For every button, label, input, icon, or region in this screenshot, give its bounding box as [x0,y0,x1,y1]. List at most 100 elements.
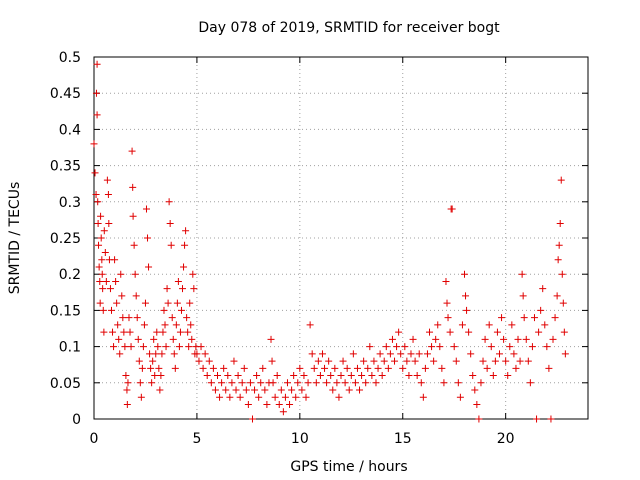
data-point [228,379,236,387]
data-point [481,335,489,343]
data-point [226,393,234,401]
data-point [411,357,419,365]
data-point [428,343,436,351]
data-point [547,415,555,423]
data-point [471,386,479,394]
data-point [94,220,102,228]
data-point [443,299,451,307]
data-point [485,321,493,329]
data-point [168,314,176,322]
data-point [432,335,440,343]
data-point [506,343,514,351]
data-point [134,335,142,343]
data-point [370,357,378,365]
data-point [180,263,188,271]
data-point [93,60,101,68]
data-point [401,343,409,351]
data-point [483,364,491,372]
data-point [314,357,322,365]
data-point [230,357,238,365]
data-point [378,372,386,380]
data-point [277,386,285,394]
data-point [253,372,261,380]
data-point [114,321,122,329]
data-point [135,357,143,365]
data-point [347,372,355,380]
data-point [271,393,279,401]
data-point [292,393,300,401]
data-point [345,386,353,394]
data-point [372,379,380,387]
data-point [105,220,113,228]
data-point [516,357,524,365]
data-point [438,364,446,372]
data-point [123,386,131,394]
data-point [184,328,192,336]
data-point [535,328,543,336]
data-point [554,256,562,264]
data-point [281,393,289,401]
data-point [209,364,217,372]
data-point [167,241,175,249]
data-point [498,314,506,322]
data-point [528,343,536,351]
data-point [218,379,226,387]
data-point [107,306,115,314]
data-point [128,147,136,155]
data-point [149,357,157,365]
data-point [473,401,481,409]
data-point [337,372,345,380]
data-point [561,350,569,358]
data-point [524,357,532,365]
data-point [522,335,530,343]
data-point [203,372,211,380]
data-point [136,379,144,387]
data-point [120,328,128,336]
data-point [556,220,564,228]
data-point [153,328,161,336]
data-point [360,357,368,365]
data-point [106,285,114,293]
data-point [150,335,158,343]
data-point [124,379,132,387]
data-point [151,372,159,380]
data-point [129,212,137,220]
data-point [201,350,209,358]
data-point [197,343,205,351]
data-point [126,328,134,336]
y-tick-label: 0.4 [59,122,81,138]
data-point [279,408,287,416]
data-point [286,401,294,409]
chart-title: Day 078 of 2019, SRMTID for receiver bog… [198,20,500,36]
data-point [224,372,232,380]
data-point [236,393,244,401]
x-axis-label: GPS time / hours [290,459,407,475]
data-point [185,343,193,351]
data-point [419,393,427,401]
data-point [158,350,166,358]
data-point [240,364,248,372]
data-point [454,379,462,387]
data-point [193,350,201,358]
y-tick-label: 0 [72,412,81,428]
y-tick-label: 0.2 [59,267,81,283]
y-tick-label: 0.05 [50,376,81,392]
data-point [142,205,150,213]
data-point [351,379,359,387]
data-point [339,357,347,365]
data-point [177,306,185,314]
data-point [234,372,242,380]
data-point [500,335,508,343]
data-point [514,335,522,343]
data-point [560,328,568,336]
data-point [296,364,304,372]
data-point [557,176,565,184]
data-point [137,393,145,401]
data-point [479,357,487,365]
data-point [162,343,170,351]
data-point [508,321,516,329]
data-point [94,198,102,206]
data-point [138,364,146,372]
data-point [403,357,411,365]
data-point [518,270,526,278]
